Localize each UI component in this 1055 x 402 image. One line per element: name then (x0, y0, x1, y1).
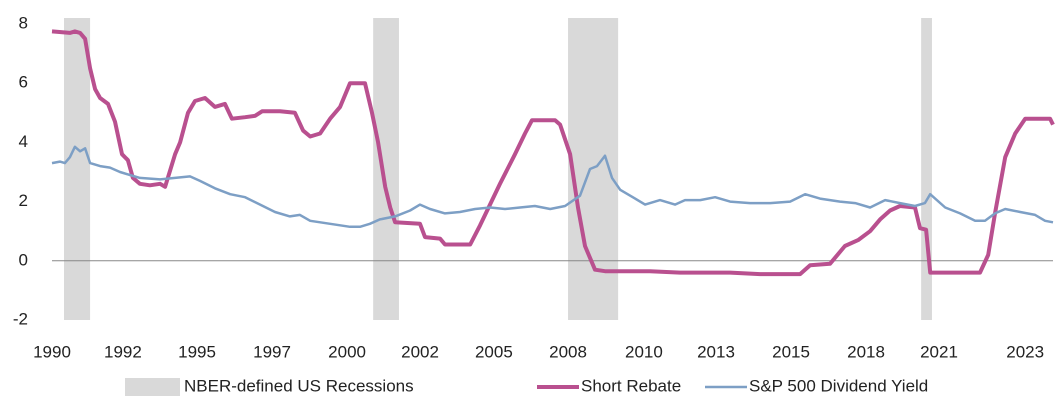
legend-label: Short Rebate (581, 376, 681, 395)
legend-label: NBER-defined US Recessions (184, 376, 414, 395)
y-tick-label: 0 (19, 250, 28, 269)
x-tick-label: 2021 (920, 342, 958, 361)
recession-band (373, 18, 399, 320)
series-line (51, 145, 1054, 229)
recession-band (921, 18, 932, 320)
y-tick-label: 6 (19, 73, 28, 92)
y-tick-label: 8 (19, 13, 28, 32)
x-tick-label: 2010 (625, 342, 663, 361)
x-tick-label: 2000 (328, 342, 366, 361)
x-tick-label: 2008 (549, 342, 587, 361)
x-tick-label: 2005 (475, 342, 513, 361)
x-tick-label: 2023 (1006, 342, 1044, 361)
x-tick-label: 1995 (178, 342, 216, 361)
legend-swatch (125, 378, 180, 396)
x-tick-label: 1997 (253, 342, 291, 361)
x-tick-label: 1992 (104, 342, 142, 361)
y-tick-label: -2 (13, 309, 28, 328)
x-tick-label: 2018 (847, 342, 885, 361)
x-tick-label: 2002 (401, 342, 439, 361)
series-line (51, 29, 1055, 277)
x-tick-label: 2013 (697, 342, 735, 361)
legend-label: S&P 500 Dividend Yield (749, 376, 928, 395)
x-tick-label: 1990 (33, 342, 71, 361)
y-tick-label: 2 (19, 191, 28, 210)
recession-band (64, 18, 91, 320)
x-tick-label: 2015 (772, 342, 810, 361)
y-tick-label: 4 (19, 132, 28, 151)
